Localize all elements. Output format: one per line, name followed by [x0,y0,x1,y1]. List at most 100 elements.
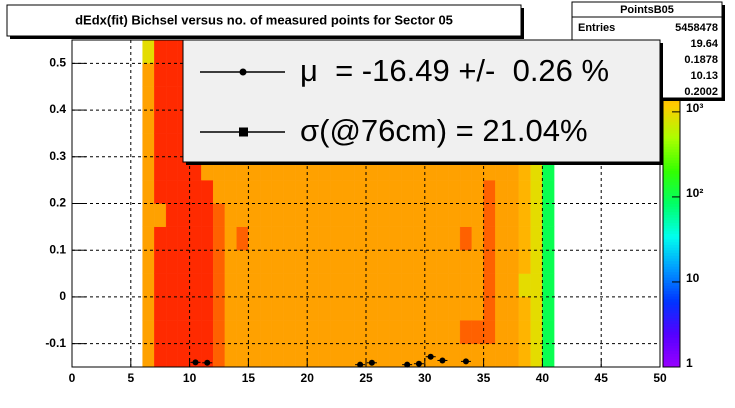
colorbar-segment [663,298,680,303]
colorbar-segment [663,225,680,229]
heat-cell [424,226,437,251]
heat-cell [295,343,308,368]
heat-cell [201,250,214,274]
colorbar-segment [663,187,680,191]
heat-cell [448,296,461,321]
heat-cell [330,343,343,368]
colorbar-segment [663,110,680,115]
colorbar-segment [663,328,680,333]
heat-cell [530,203,543,228]
heat-cell [248,343,261,368]
heat-cell [424,203,437,228]
heat-cell [318,179,331,204]
heat-cell [271,320,284,344]
heat-cell [542,296,555,321]
colorbar-segment [663,317,680,322]
heat-cell [518,296,531,321]
colorbar-segment [663,266,680,270]
heat-cell [495,320,508,344]
heat-cell [165,63,178,87]
heat-cell [283,250,296,274]
stats-value: 0.2002 [684,86,718,98]
heat-cell [189,320,202,344]
heat-cell [260,226,273,251]
heat-cell [342,273,355,298]
heat-cell [165,343,178,368]
heat-cell [271,226,284,251]
heat-cell [436,296,449,321]
heat-cell [436,273,449,298]
point [357,361,364,368]
heat-cell [248,250,261,274]
heat-cell [177,179,190,204]
heat-cell [318,203,331,228]
heat-cell [424,273,437,298]
heat-cell [495,343,508,368]
heat-cell [248,226,261,251]
heat-cell [154,296,167,321]
x-tick-label: 0 [69,371,76,385]
colorbar-segment [663,165,680,169]
colorbar-segment [663,268,680,273]
colorbar-segment [663,271,680,275]
heat-cell [542,226,555,251]
heat-cell [365,226,378,251]
point [439,357,446,364]
heat-cell [318,250,331,274]
heat-cell [412,273,425,298]
colorbar-segment [663,361,680,365]
y-tick-label: 0 [59,289,66,303]
heat-cell [471,296,484,321]
heat-cell [506,343,520,368]
heat-cell [212,273,226,298]
stats-value: 19.64 [690,38,718,50]
heat-cell [224,203,237,228]
colorbar-segment [663,345,680,349]
heat-cell [542,343,555,368]
heat-cell [471,226,484,251]
heat-cell [307,226,320,251]
heat-cell [471,203,484,228]
heat-cell [518,226,531,251]
heat-cell [459,273,472,298]
colorbar-segment [663,342,680,346]
heat-cell [236,226,249,251]
heat-cell [236,320,249,344]
heat-cell [212,203,226,228]
heat-cell [377,203,390,228]
heat-cell [224,250,237,274]
heat-cell [483,296,496,321]
heat-cell [295,320,308,344]
heat-cell [518,320,531,344]
colorbar-segment [663,347,680,352]
colorbar-segment [663,184,680,188]
heat-cell [365,250,378,274]
colorbar-segment [663,285,680,289]
heat-cell [389,320,402,344]
heat-cell [471,179,484,204]
legend-label: σ(@76cm) = 21.04% [300,113,588,148]
legend-box [182,39,661,163]
heat-cell [483,273,496,298]
heat-cell [142,63,155,87]
heat-cell [448,179,461,204]
colorbar-segment [663,198,680,202]
heat-cell [401,296,414,321]
heat-cell [201,226,214,251]
heat-cell [436,179,449,204]
heat-cell [142,296,155,321]
colorbar-segment [663,119,680,123]
legend-entries: μ = -16.49 +/- 0.26 % σ(@76cm) = 21.04% [200,53,609,148]
heat-cell [506,226,520,251]
point [204,359,211,366]
heat-cell [530,343,543,368]
colorbar-segment [663,323,680,327]
heat-cell [201,273,214,298]
colorbar-segment [663,159,680,164]
colorbar-segment [663,293,680,297]
colorbar-segment [663,143,680,147]
point [462,358,469,365]
colorbar-segment [663,263,680,267]
colorbar-segment [663,195,680,199]
